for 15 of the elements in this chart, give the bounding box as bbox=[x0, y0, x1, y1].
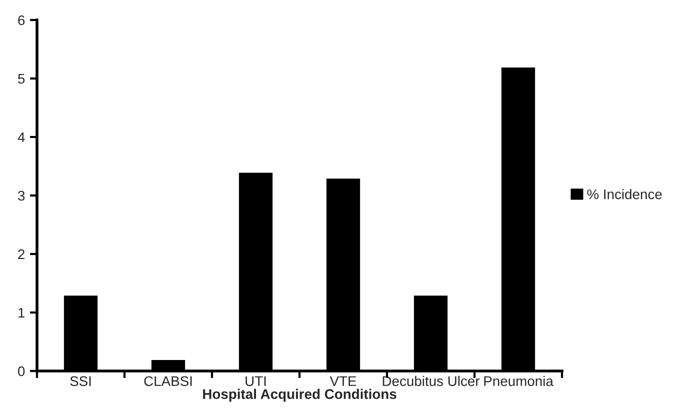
x-tick-label: VTE bbox=[330, 376, 356, 386]
y-tick-label: 1 bbox=[18, 308, 25, 318]
x-tick-label: UTI bbox=[246, 376, 266, 386]
y-tick-label: 0 bbox=[18, 366, 25, 376]
x-tick-label: Pneumonia bbox=[484, 376, 554, 386]
x-tick-label: CLABSI bbox=[144, 376, 192, 386]
y-tick-label: 4 bbox=[18, 132, 25, 142]
y-tick-label: 2 bbox=[18, 249, 24, 260]
x-tick-label: SSI bbox=[70, 376, 91, 386]
legend-label: % Incidence bbox=[587, 189, 662, 200]
x-axis-title: Hospital Acquired Conditions bbox=[203, 388, 396, 402]
y-tick-label: 5 bbox=[18, 74, 25, 84]
x-tick-label: Decubitus Ulcer bbox=[382, 376, 480, 386]
y-tick-label: 3 bbox=[18, 190, 25, 201]
y-tick-label: 6 bbox=[18, 15, 25, 26]
